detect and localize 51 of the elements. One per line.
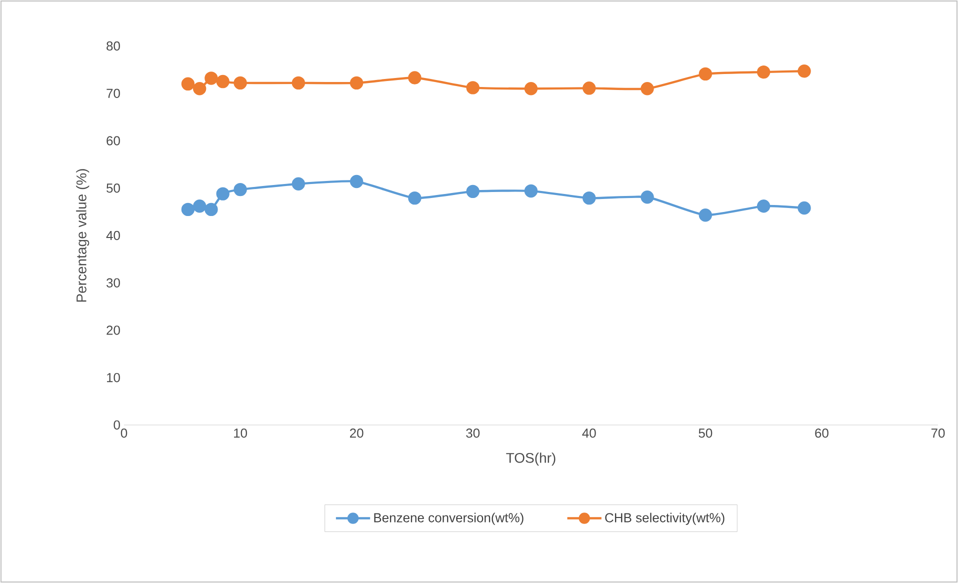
- x-tick-label: 20: [350, 428, 364, 438]
- point: [408, 191, 422, 205]
- legend-label: Benzene conversion(wt%): [374, 512, 524, 525]
- y-tick-label: 40: [106, 230, 120, 240]
- point: [582, 82, 596, 95]
- y-tick-label: 50: [106, 184, 120, 193]
- point: [350, 76, 364, 90]
- point: [216, 74, 230, 88]
- x-tick-label: 60: [815, 428, 828, 438]
- y-axis-title: Percentage value (%): [76, 169, 90, 302]
- x-tick-label: 10: [234, 428, 248, 438]
- point: [798, 201, 811, 215]
- point: [192, 200, 206, 213]
- y-tick-label: 30: [106, 278, 120, 288]
- point: [524, 82, 538, 96]
- y-tick-label: 80: [106, 41, 120, 51]
- y-tick-label: 0: [114, 420, 120, 430]
- x-tick-label: 30: [466, 428, 480, 438]
- point: [698, 208, 712, 222]
- y-tick-label: 10: [107, 373, 120, 382]
- point: [181, 77, 195, 90]
- point: [640, 190, 654, 204]
- x-tick-label: 50: [698, 428, 712, 438]
- point: [204, 202, 218, 216]
- point: [234, 182, 247, 196]
- x-tick-label: 40: [582, 428, 596, 438]
- y-tick-label: 70: [106, 88, 120, 98]
- point: [292, 177, 306, 190]
- point: [756, 65, 770, 79]
- legend-label: CHB selectivity(wt%): [605, 512, 724, 525]
- y-tick-label: 20: [106, 326, 120, 335]
- x-axis-title: TOS(hr): [506, 452, 556, 466]
- point: [216, 187, 230, 200]
- point: [640, 82, 654, 96]
- x-tick-label: 0: [120, 428, 128, 438]
- point: [466, 81, 480, 94]
- point: [408, 71, 422, 84]
- point: [756, 200, 770, 213]
- point: [181, 202, 195, 216]
- point: [582, 191, 596, 205]
- point: [466, 184, 480, 198]
- point: [192, 82, 206, 96]
- x-tick-label: 70: [931, 428, 945, 438]
- point: [698, 67, 712, 81]
- point: [204, 72, 218, 85]
- y-tick-label: 60: [106, 136, 120, 146]
- point: [524, 184, 538, 198]
- point: [292, 76, 306, 90]
- point: [350, 174, 364, 188]
- point: [798, 64, 811, 78]
- point: [234, 76, 247, 90]
